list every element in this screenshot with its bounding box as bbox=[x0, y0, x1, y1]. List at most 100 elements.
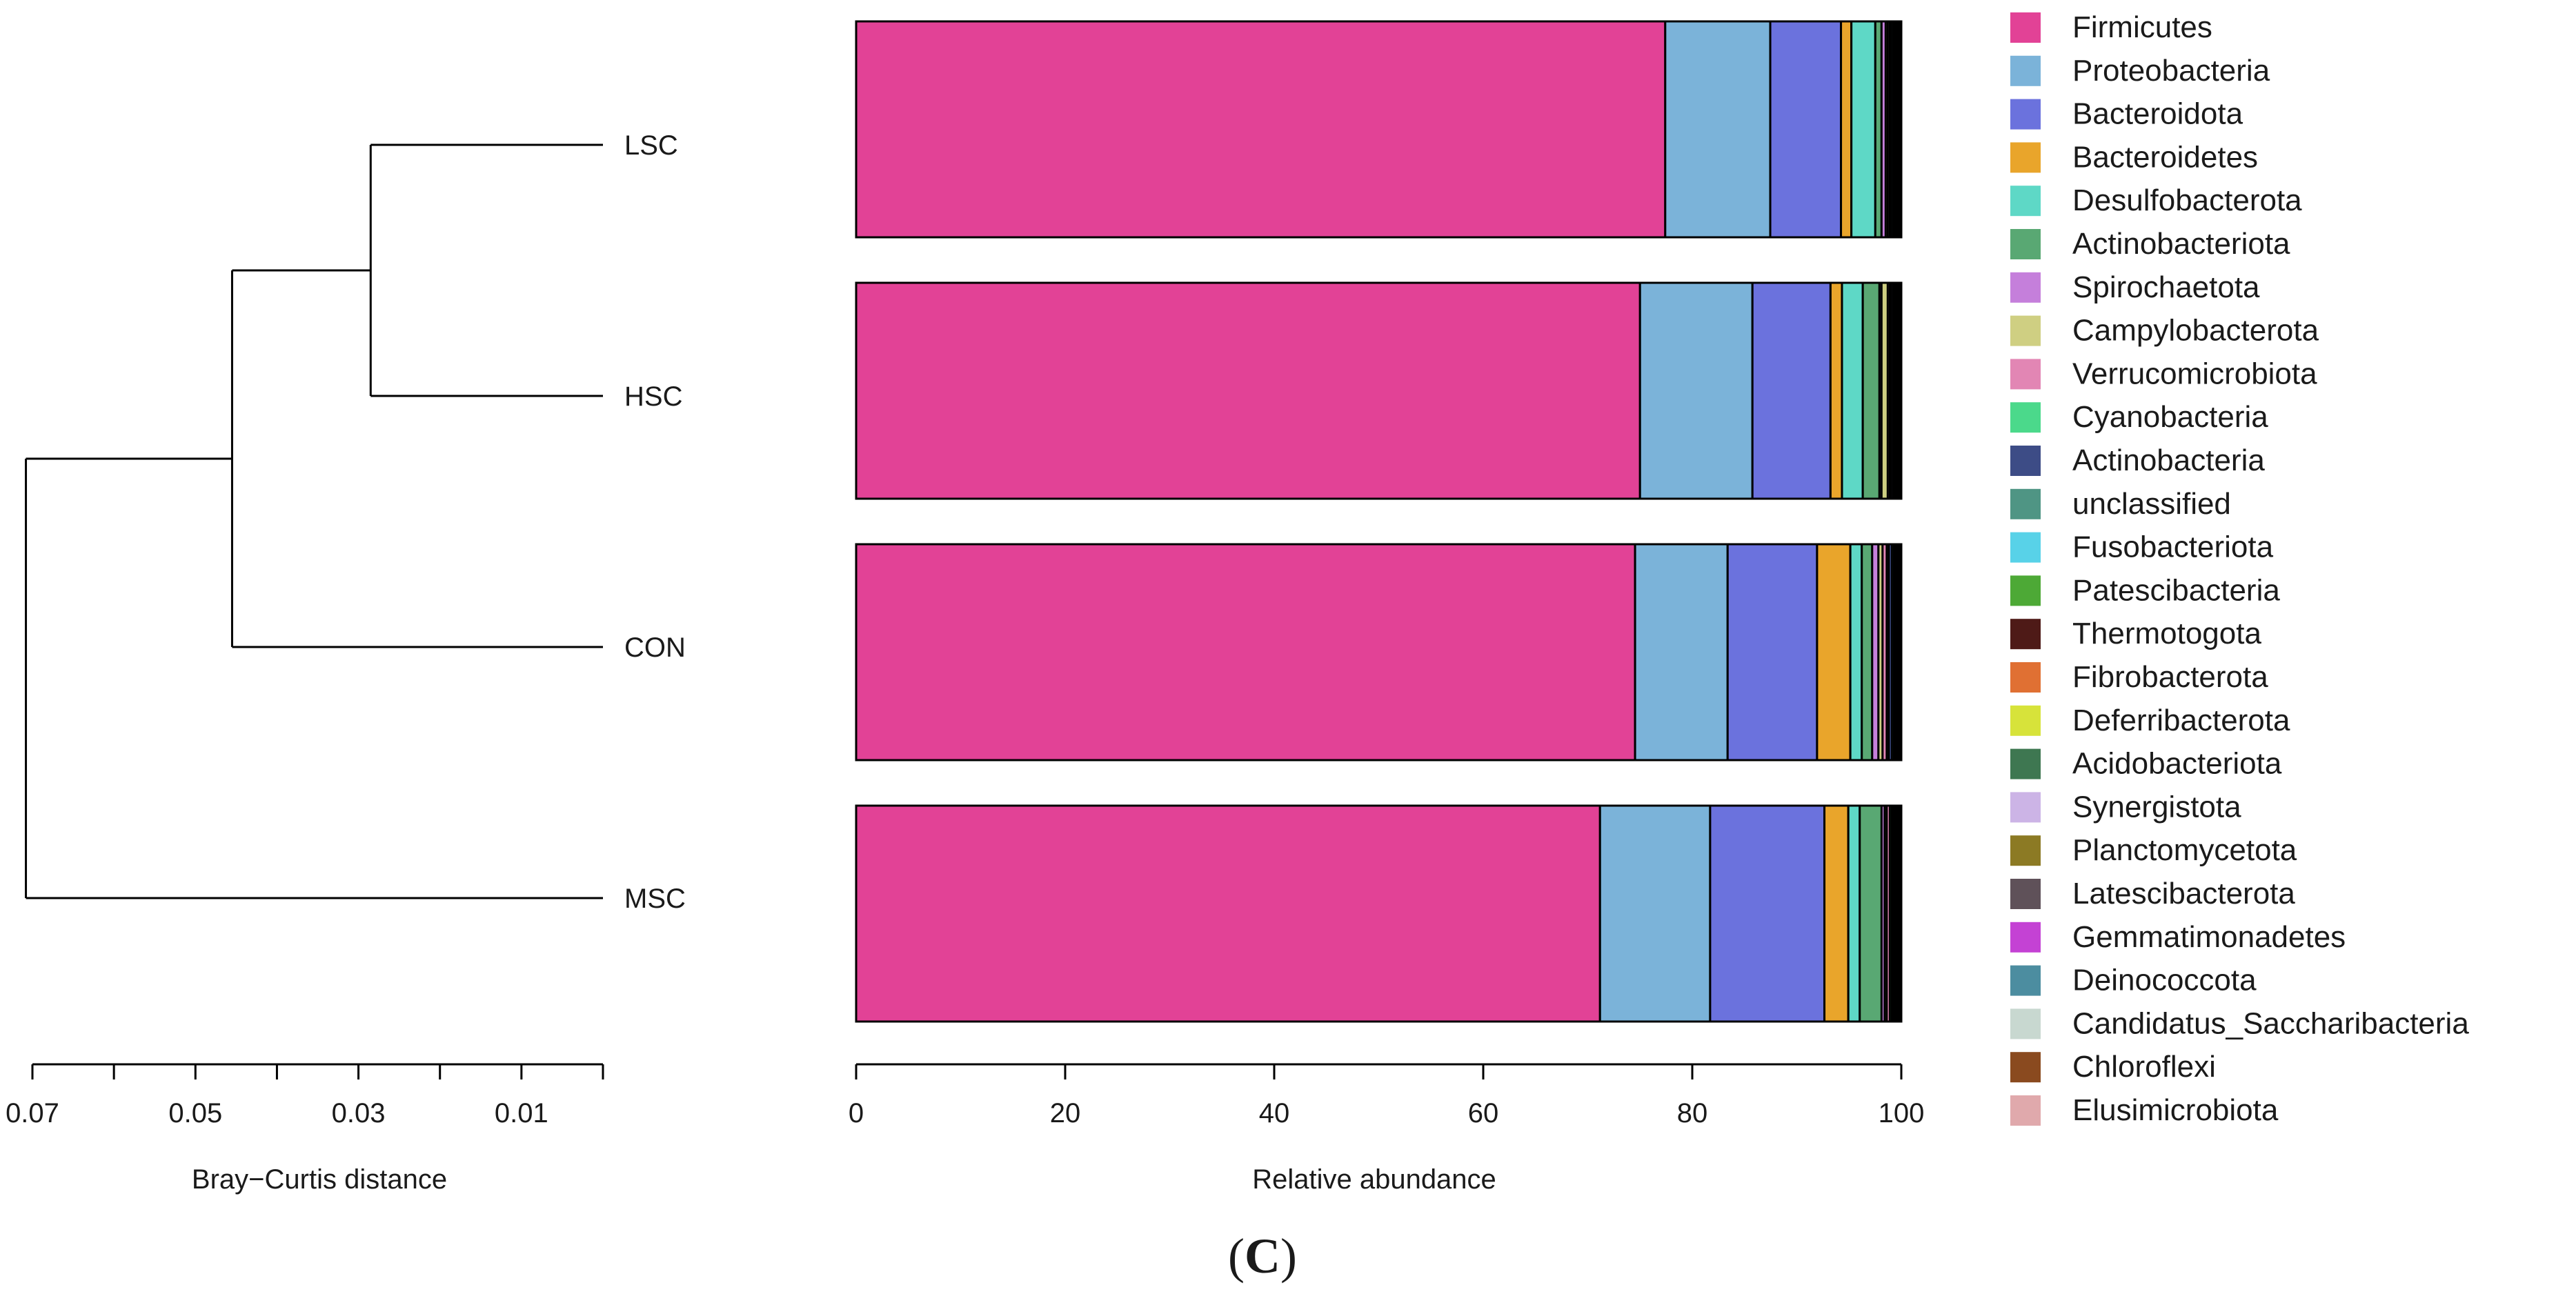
legend-swatch-patescibacteria bbox=[2010, 575, 2041, 606]
bar-segment-hsc-bacteroidetes bbox=[1829, 281, 1843, 500]
legend-label-acidobacteriota: Acidobacteriota bbox=[2072, 747, 2282, 781]
legend-swatch-verrucomicrobiota bbox=[2010, 359, 2041, 390]
legend-swatch-bacteroidota bbox=[2010, 99, 2041, 130]
bar-segment-lsc-bacteroidota bbox=[1769, 20, 1843, 239]
bar-segment-msc-desulfobacterota bbox=[1847, 804, 1861, 1023]
dendrogram: LSC HSC CON MSC bbox=[25, 130, 686, 914]
legend: Firmicutes Proteobacteria Bacteroidota Bact… bbox=[2010, 10, 2469, 1127]
bar-axis-tick-label-80: 80 bbox=[1677, 1098, 1708, 1128]
legend-label-gemmatimonadetes: Gemmatimonadetes bbox=[2072, 920, 2346, 954]
legend-label-bacteroidota: Bacteroidota bbox=[2072, 97, 2243, 131]
legend-label-spirochaetota: Spirochaetota bbox=[2072, 270, 2260, 304]
caption-close: ) bbox=[1280, 1228, 1297, 1284]
legend-swatch-cyanobacteria bbox=[2010, 402, 2041, 433]
bar-segment-lsc-desulfobacterota bbox=[1850, 20, 1876, 239]
legend-label-unclassified: unclassified bbox=[2072, 487, 2231, 521]
bar-segment-con-desulfobacterota bbox=[1849, 543, 1863, 762]
bar-axis-tick-label-20: 20 bbox=[1050, 1098, 1081, 1128]
legend-label-campylobacterota: Campylobacterota bbox=[2072, 314, 2319, 348]
bar-axis-tick-label-0: 0 bbox=[849, 1098, 864, 1128]
bar-axis-tick-label-60: 60 bbox=[1468, 1098, 1499, 1128]
legend-label-actinobacteria: Actinobacteria bbox=[2072, 444, 2265, 477]
bar-segment-msc-bacteroidota bbox=[1709, 804, 1826, 1023]
legend-label-firmicutes: Firmicutes bbox=[2072, 10, 2212, 44]
legend-swatch-thermotogota bbox=[2010, 619, 2041, 650]
bar-segment-con-bacteroidota bbox=[1726, 543, 1819, 762]
bar-segment-con-bacteroidetes bbox=[1816, 543, 1852, 762]
legend-label-thermotogota: Thermotogota bbox=[2072, 617, 2261, 650]
legend-label-proteobacteria: Proteobacteria bbox=[2072, 54, 2270, 88]
legend-swatch-actinobacteria bbox=[2010, 446, 2041, 476]
legend-label-verrucomicrobiota: Verrucomicrobiota bbox=[2072, 357, 2317, 390]
caption-open: ( bbox=[1228, 1228, 1245, 1284]
caption-letter: C bbox=[1245, 1228, 1280, 1284]
figure-caption: (C) bbox=[1228, 1228, 1297, 1284]
dendrogram-leaf-label-con: CON bbox=[624, 633, 686, 663]
bar-axis-tick-label-100: 100 bbox=[1879, 1098, 1925, 1128]
legend-swatch-acidobacteriota bbox=[2010, 748, 2041, 779]
legend-swatch-elusimicrobiota bbox=[2010, 1095, 2041, 1126]
bar-segment-hsc-proteobacteria bbox=[1638, 281, 1754, 500]
legend-swatch-campylobacterota bbox=[2010, 315, 2041, 346]
bar-segment-msc-proteobacteria bbox=[1598, 804, 1712, 1023]
bar-axis-title: Relative abundance bbox=[1252, 1164, 1496, 1195]
legend-swatch-gemmatimonadetes bbox=[2010, 922, 2041, 953]
dendrogram-leaf-label-hsc: HSC bbox=[624, 381, 682, 412]
bar-segment-con-actinobacteriota bbox=[1861, 543, 1874, 762]
dendrogram-leaf-label-msc: MSC bbox=[624, 884, 686, 914]
bar-segment-msc-actinobacteriota bbox=[1859, 804, 1883, 1023]
bar-segment-msc-firmicutes bbox=[855, 804, 1601, 1023]
legend-label-candidatus-saccharibacteria: Candidatus_Saccharibacteria bbox=[2072, 1006, 2469, 1040]
legend-label-cyanobacteria: Cyanobacteria bbox=[2072, 400, 2268, 434]
legend-swatch-proteobacteria bbox=[2010, 55, 2041, 86]
legend-label-patescibacteria: Patescibacteria bbox=[2072, 573, 2280, 607]
bar-segment-hsc-bacteroidota bbox=[1751, 281, 1832, 500]
bar-segment-lsc-bacteroidetes bbox=[1840, 20, 1853, 239]
dendrogram-axis-tick-label-0-03: 0.03 bbox=[332, 1098, 386, 1128]
legend-label-planctomycetota: Planctomycetota bbox=[2072, 833, 2297, 867]
legend-swatch-candidatus-saccharibacteria bbox=[2010, 1008, 2041, 1039]
legend-swatch-desulfobacterota bbox=[2010, 186, 2041, 217]
bar-segment-lsc-firmicutes bbox=[855, 20, 1667, 239]
legend-swatch-actinobacteriota bbox=[2010, 229, 2041, 259]
legend-label-actinobacteriota: Actinobacteriota bbox=[2072, 227, 2290, 261]
legend-swatch-deinococcota bbox=[2010, 965, 2041, 996]
legend-label-deferribacterota: Deferribacterota bbox=[2072, 704, 2290, 737]
legend-label-synergistota: Synergistota bbox=[2072, 790, 2241, 824]
legend-swatch-latescibacterota bbox=[2010, 879, 2041, 909]
legend-swatch-firmicutes bbox=[2010, 12, 2041, 43]
bar-segment-con-proteobacteria bbox=[1634, 543, 1729, 762]
dendrogram-axis-tick-label-0-07: 0.07 bbox=[6, 1098, 59, 1128]
legend-swatch-synergistota bbox=[2010, 792, 2041, 823]
bar-segment-hsc-actinobacteriota bbox=[1861, 281, 1881, 500]
legend-swatch-deferribacterota bbox=[2010, 705, 2041, 736]
dendrogram-axis-title: Bray−Curtis distance bbox=[192, 1164, 447, 1195]
legend-swatch-unclassified bbox=[2010, 488, 2041, 519]
dendrogram-leaf-label-lsc: LSC bbox=[624, 130, 678, 161]
legend-label-fusobacteriota: Fusobacteriota bbox=[2072, 530, 2274, 564]
dendrogram-axis-tick-label-0-05: 0.05 bbox=[168, 1098, 222, 1128]
stacked-bars bbox=[855, 20, 1903, 1023]
bar-segment-msc-bacteroidetes bbox=[1823, 804, 1850, 1023]
bar-axis: 0 20 40 60 80 100 bbox=[849, 1063, 1925, 1128]
legend-swatch-fibrobacterota bbox=[2010, 662, 2041, 693]
legend-label-elusimicrobiota: Elusimicrobiota bbox=[2072, 1093, 2279, 1127]
bar-segment-hsc-desulfobacterota bbox=[1841, 281, 1864, 500]
legend-swatch-chloroflexi bbox=[2010, 1052, 2041, 1083]
legend-swatch-fusobacteriota bbox=[2010, 532, 2041, 563]
legend-swatch-spirochaetota bbox=[2010, 272, 2041, 303]
legend-label-desulfobacterota: Desulfobacterota bbox=[2072, 183, 2302, 217]
legend-swatch-bacteroidetes bbox=[2010, 142, 2041, 173]
legend-label-chloroflexi: Chloroflexi bbox=[2072, 1050, 2216, 1084]
dendrogram-axis-tick-label-0-01: 0.01 bbox=[495, 1098, 548, 1128]
legend-label-fibrobacterota: Fibrobacterota bbox=[2072, 660, 2268, 694]
bar-segment-con-firmicutes bbox=[855, 543, 1636, 762]
legend-label-latescibacterota: Latescibacterota bbox=[2072, 877, 2295, 910]
bar-axis-tick-label-40: 40 bbox=[1259, 1098, 1290, 1128]
legend-label-bacteroidetes: Bacteroidetes bbox=[2072, 140, 2258, 174]
bar-segment-lsc-proteobacteria bbox=[1664, 20, 1772, 239]
legend-swatch-planctomycetota bbox=[2010, 835, 2041, 866]
legend-label-deinococcota: Deinococcota bbox=[2072, 964, 2257, 997]
bar-segment-hsc-firmicutes bbox=[855, 281, 1641, 500]
